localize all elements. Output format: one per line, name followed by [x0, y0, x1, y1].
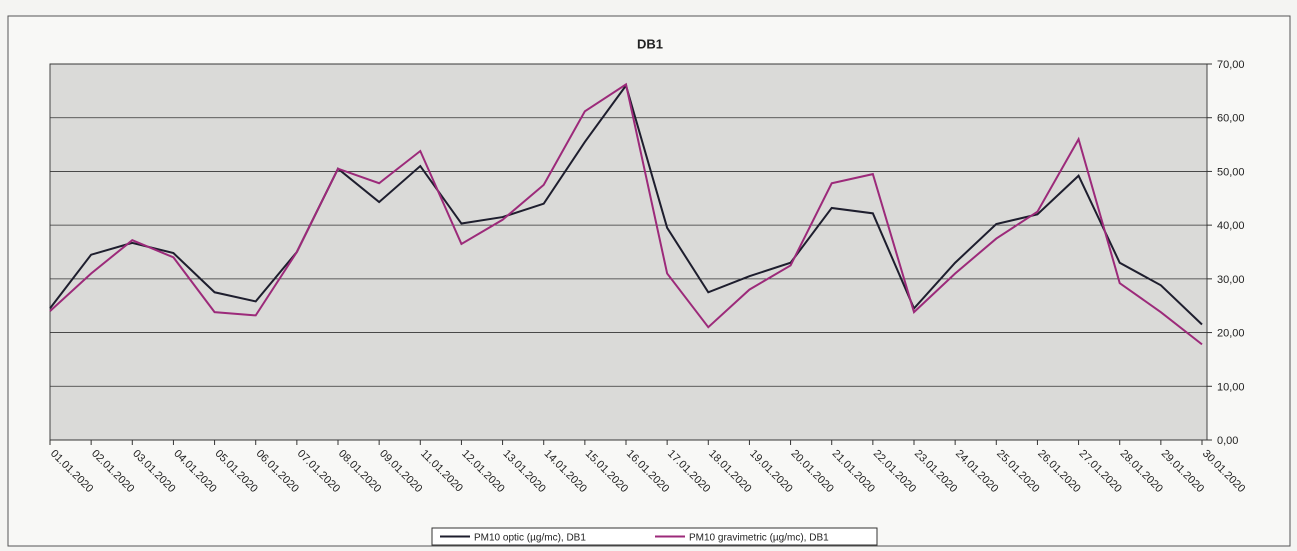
y-tick-label: 70,00	[1217, 59, 1245, 71]
y-tick-label: 0,00	[1217, 435, 1238, 447]
y-tick-label: 10,00	[1217, 381, 1245, 393]
legend-box	[431, 527, 878, 546]
y-tick-label: 30,00	[1217, 274, 1245, 286]
y-tick-label: 20,00	[1217, 328, 1245, 340]
line-series	[49, 82, 1203, 346]
chart-title: DB1	[637, 36, 663, 51]
legend-label: PM10 optic (µg/mc), DB1	[474, 533, 586, 544]
legend-label: PM10 gravimetric (µg/mc), DB1	[689, 533, 829, 544]
y-tick-label: 40,00	[1217, 220, 1245, 232]
y-tick-label: 50,00	[1217, 166, 1245, 178]
y-tick-label: 60,00	[1217, 113, 1245, 125]
plot-area	[49, 63, 1208, 441]
